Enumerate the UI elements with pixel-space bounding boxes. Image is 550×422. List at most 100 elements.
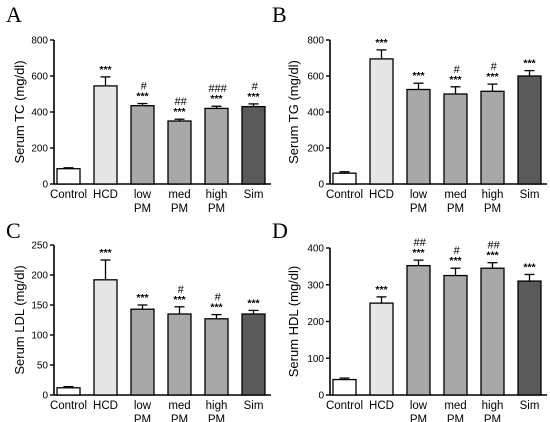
y-tick-label: 800 — [31, 36, 48, 47]
y-tick-label: 100 — [31, 331, 48, 342]
bar — [369, 58, 394, 185]
y-tick-label: 50 — [37, 361, 49, 372]
significance-stars: *** — [412, 247, 425, 259]
significance-stars: *** — [136, 91, 149, 103]
x-tick-label: low — [134, 400, 152, 412]
x-tick-label: med — [444, 189, 466, 201]
y-tick-label: 200 — [31, 144, 48, 155]
x-tick-label: med — [168, 189, 190, 201]
y-tick-label: 200 — [307, 317, 324, 328]
y-tick-label: 400 — [31, 108, 48, 119]
significance-stars: *** — [136, 292, 149, 304]
significance-hash: # — [490, 61, 497, 73]
significance-stars: *** — [247, 297, 260, 309]
x-tick-label: high — [206, 189, 228, 201]
panel-d: D Serum HDL (mg/dl) 0 100 200 300 400 Control **… — [272, 218, 547, 422]
significance-stars: *** — [486, 250, 499, 262]
bar — [56, 168, 81, 185]
y-axis-label: Serum HDL (mg/dl) — [286, 266, 301, 377]
x-tick-label: med — [168, 400, 190, 412]
significance-stars: *** — [247, 91, 260, 103]
y-axis-label: Serum TC (mg/dl) — [12, 60, 27, 163]
bar — [93, 85, 118, 185]
bar — [332, 172, 357, 185]
significance-hash: # — [140, 81, 147, 93]
y-axis-label: Serum LDL (mg/dl) — [12, 265, 27, 374]
bar — [204, 318, 229, 396]
significance-stars: *** — [449, 74, 462, 86]
bar — [406, 88, 431, 185]
x-tick-label: PM — [447, 203, 464, 215]
x-tick-label: PM — [208, 414, 225, 422]
x-tick-label: PM — [410, 414, 427, 422]
significance-hash: ## — [487, 240, 500, 252]
x-tick-label: low — [410, 400, 428, 412]
significance-stars: *** — [99, 247, 112, 259]
y-tick-label: 200 — [31, 271, 48, 282]
significance-stars: *** — [375, 284, 388, 296]
bar — [130, 105, 155, 185]
significance-hash: # — [453, 245, 460, 257]
x-tick-label: PM — [447, 414, 464, 422]
significance-stars: *** — [173, 106, 186, 118]
significance-stars: *** — [173, 294, 186, 306]
y-tick-label: 0 — [318, 180, 324, 191]
x-tick-label: Sim — [244, 400, 264, 412]
y-tick-label: 300 — [307, 280, 324, 291]
bar — [93, 279, 118, 396]
significance-stars: *** — [210, 302, 223, 314]
y-tick-label: 0 — [318, 391, 324, 402]
y-tick-label: 200 — [307, 144, 324, 155]
bar — [443, 93, 468, 185]
significance-stars: *** — [449, 255, 462, 267]
bar — [443, 274, 468, 396]
significance-hash: # — [177, 284, 184, 296]
y-tick-label: 400 — [307, 244, 324, 255]
x-tick-label: PM — [484, 414, 501, 422]
x-tick-label: PM — [484, 203, 501, 215]
y-tick-label: 100 — [307, 354, 324, 365]
x-tick-label: PM — [171, 203, 188, 215]
bar — [480, 267, 505, 396]
x-tick-label: med — [444, 400, 466, 412]
significance-hash: ## — [413, 237, 426, 249]
significance-stars: *** — [375, 37, 388, 49]
significance-hash: # — [214, 292, 221, 304]
bar — [332, 378, 357, 396]
x-tick-label: Control — [326, 400, 363, 412]
bar — [369, 302, 394, 396]
bar — [56, 387, 81, 396]
x-tick-label: Sim — [520, 189, 540, 201]
bar — [517, 75, 542, 185]
bar — [241, 105, 266, 185]
significance-hash: ### — [208, 83, 227, 95]
x-tick-label: low — [410, 189, 428, 201]
x-tick-label: PM — [410, 203, 427, 215]
x-tick-label: high — [482, 400, 504, 412]
x-tick-label: high — [482, 189, 504, 201]
y-tick-label: 150 — [31, 301, 48, 312]
bar — [167, 120, 192, 185]
x-tick-label: PM — [171, 414, 188, 422]
x-tick-label: Sim — [520, 400, 540, 412]
x-tick-label: HCD — [369, 189, 394, 201]
y-tick-label: 0 — [42, 391, 48, 402]
y-tick-label: 600 — [31, 72, 48, 83]
bar — [406, 264, 431, 396]
panel-b: B Serum TG (mg/dl) 0 200 400 600 800 Control ***… — [272, 2, 547, 215]
x-tick-label: Control — [326, 189, 363, 201]
x-tick-label: PM — [134, 414, 151, 422]
panel-c: C Serum LDL (mg/dl) 0 50 100 150 200 250 Control… — [6, 218, 271, 422]
bar — [130, 308, 155, 396]
y-tick-label: 800 — [307, 36, 324, 47]
panel-letter: D — [272, 218, 288, 243]
x-tick-label: HCD — [369, 400, 394, 412]
y-tick-label: 250 — [31, 241, 48, 252]
y-tick-label: 400 — [307, 108, 324, 119]
significance-hash: ## — [174, 96, 187, 108]
y-tick-label: 600 — [307, 72, 324, 83]
significance-stars: *** — [523, 261, 536, 273]
significance-stars: *** — [486, 71, 499, 83]
